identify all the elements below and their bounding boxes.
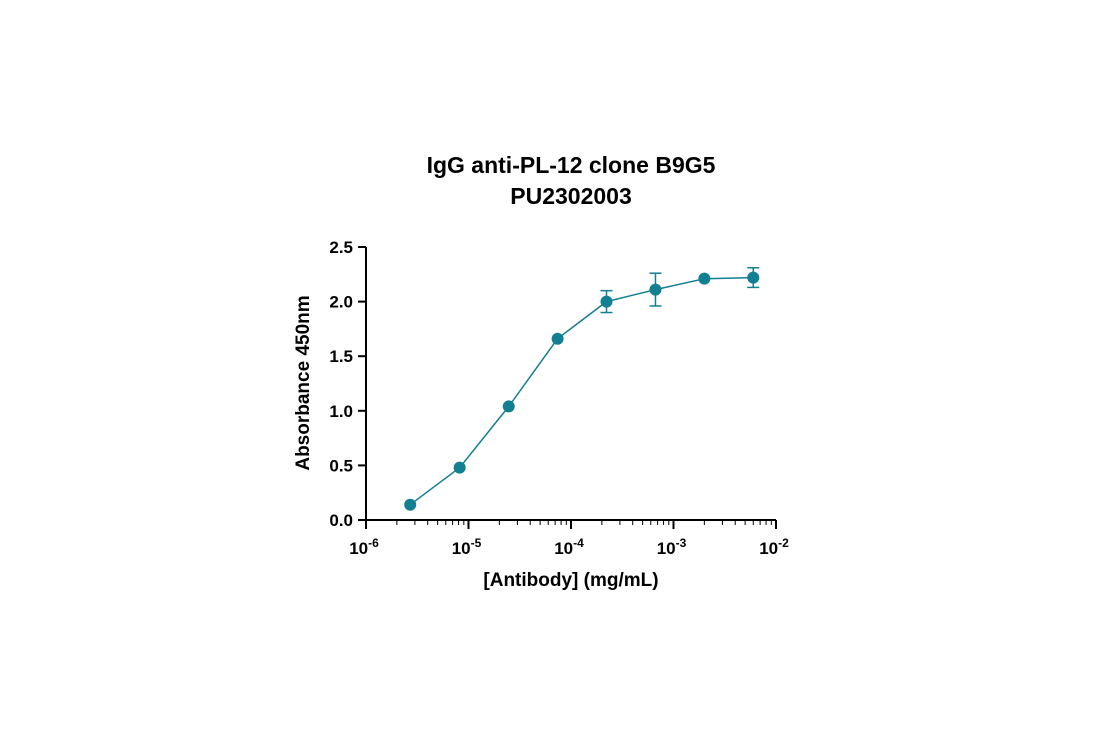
chart-title-line-2: PU2302003: [510, 183, 632, 209]
y-tick-label: 0.0: [329, 511, 353, 530]
x-axis-ticks: 10-6 10-5 10-4 10-3 10-2: [349, 520, 789, 558]
x-tick-label: 10-3: [657, 536, 687, 558]
data-point: [698, 272, 711, 285]
x-tick-label: 10-6: [349, 536, 379, 558]
data-point: [404, 498, 417, 511]
x-axis-label: [Antibody] (mg/mL): [483, 570, 658, 591]
data-point: [600, 295, 613, 308]
x-tick-label: 10-5: [452, 536, 482, 558]
y-tick-label: 1.0: [329, 402, 353, 421]
y-axis-ticks: 0.0 0.5 1.0 1.5 2.0 2.5: [329, 238, 366, 530]
data-point: [551, 332, 564, 345]
x-tick-label: 10-4: [554, 536, 584, 558]
data-series: [404, 266, 760, 511]
data-point: [453, 461, 466, 474]
y-tick-label: 0.5: [329, 456, 353, 475]
data-point: [502, 400, 515, 413]
chart-title-line-1: IgG anti-PL-12 clone B9G5: [427, 152, 716, 178]
series-line: [409, 276, 754, 506]
x-tick-label: 10-2: [759, 536, 789, 558]
y-tick-label: 2.5: [329, 238, 353, 257]
y-tick-label: 2.0: [329, 293, 353, 312]
y-tick-label: 1.5: [329, 347, 353, 366]
data-point: [649, 283, 662, 296]
chart-title: IgG anti-PL-12 clone B9G5 PU2302003: [427, 152, 716, 209]
data-point: [747, 271, 760, 284]
y-axis-label: Absorbance 450nm: [293, 295, 314, 470]
